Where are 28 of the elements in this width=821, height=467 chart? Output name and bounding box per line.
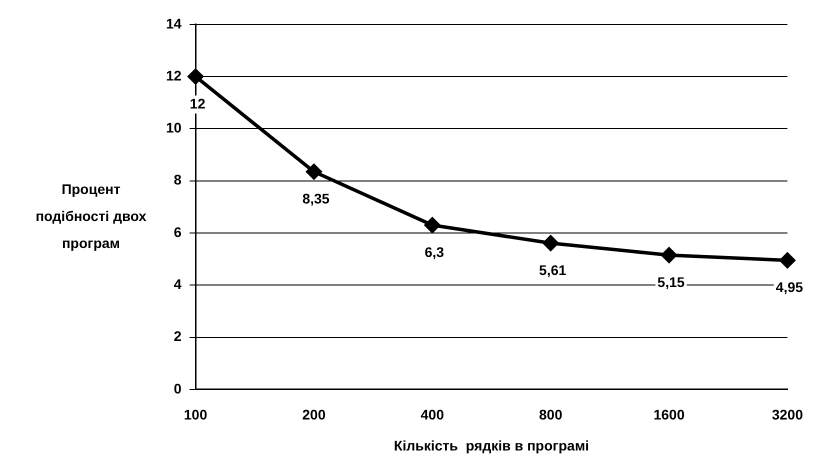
y-axis-title: Процент подібності двох програм [34, 180, 148, 253]
x-axis-title: Кількість рядків в програмі [394, 437, 590, 454]
y-tick-label: 0 [174, 380, 182, 396]
data-label: 6,3 [424, 244, 444, 260]
data-label: 4,95 [776, 279, 804, 296]
point [424, 217, 440, 233]
y-tick-label: 12 [166, 67, 182, 84]
x-tick-label: 3200 [772, 406, 804, 423]
x-tick-label: 800 [539, 406, 563, 423]
x-tick-label: 400 [420, 406, 444, 423]
point [780, 252, 796, 268]
point [542, 235, 558, 251]
point [661, 247, 677, 263]
data-label: 12 [190, 95, 206, 112]
y-tick-label: 2 [174, 328, 182, 344]
point [188, 68, 204, 84]
y-tick-label: 10 [166, 120, 182, 136]
y-tick-label: 14 [166, 15, 182, 32]
data-label: 5,15 [657, 274, 685, 290]
x-tick-label: 200 [302, 406, 326, 423]
x-tick-label: 100 [184, 406, 208, 423]
y-tick-label: 6 [174, 224, 182, 240]
point [306, 164, 322, 180]
x-tick-label: 1600 [653, 406, 685, 423]
y-tick-label: 4 [174, 276, 182, 292]
data-label: 8,35 [302, 190, 330, 207]
y-tick-label: 8 [174, 172, 182, 188]
data-label: 5,61 [539, 262, 567, 278]
